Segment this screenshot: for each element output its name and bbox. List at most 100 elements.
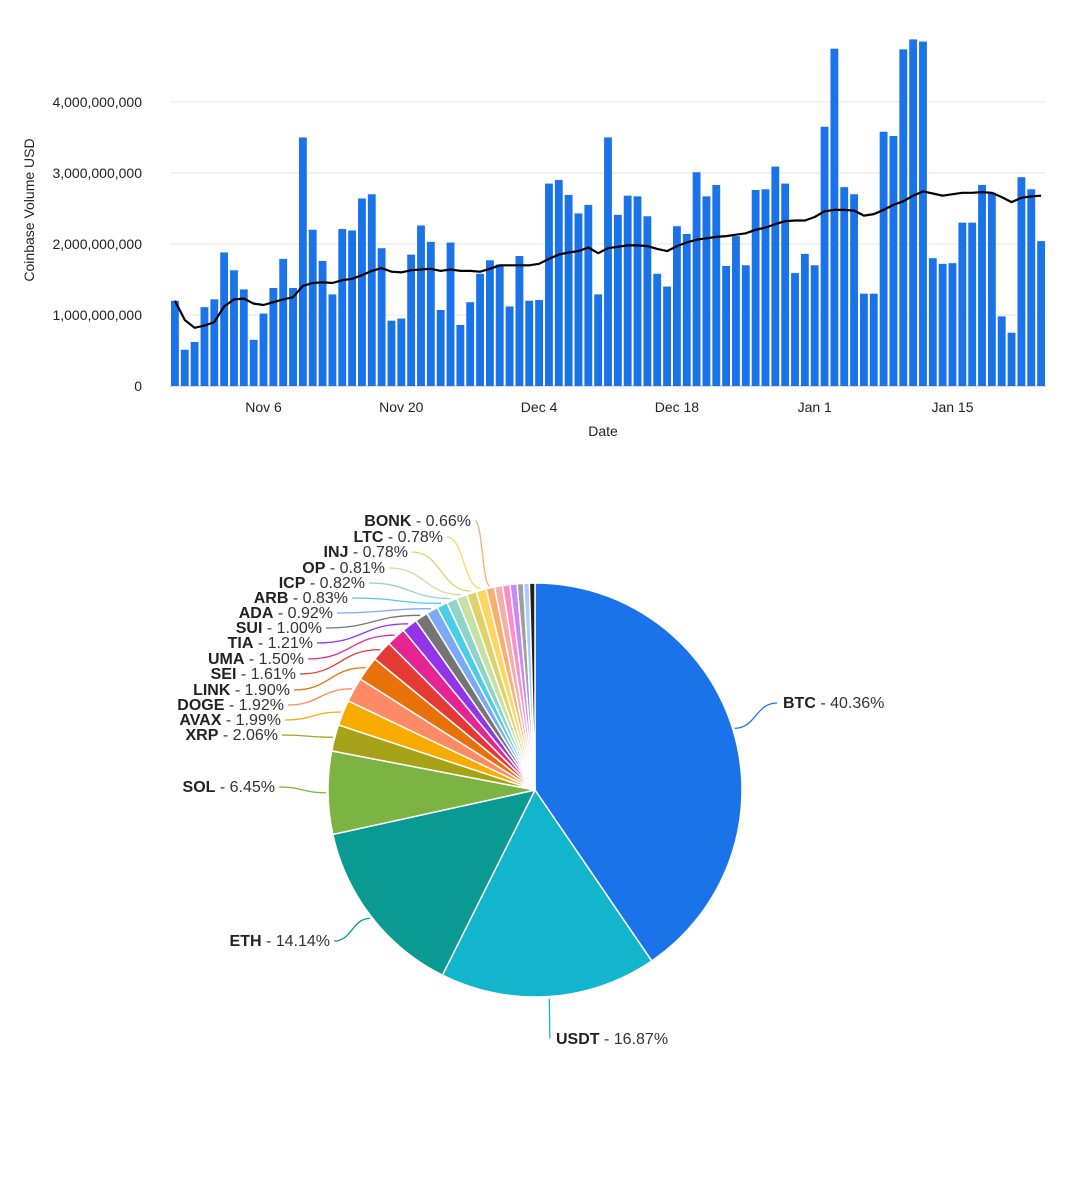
volume-bar	[249, 339, 258, 386]
pie-slice-name: OP	[302, 560, 325, 577]
volume-bar	[318, 261, 327, 386]
pie-leader-line	[287, 688, 353, 706]
pie-slice-name: LINK	[193, 682, 231, 699]
volume-bar	[298, 137, 307, 386]
volume-bar	[800, 253, 809, 386]
pie-slice-label: OP - 0.81%	[302, 560, 385, 577]
volume-bar	[426, 241, 435, 386]
pie-slice-name: SEI	[211, 666, 237, 683]
pie-slice-label: ETH - 14.14%	[230, 933, 330, 950]
volume-bar	[909, 39, 918, 386]
pie-slice-label: SEI - 1.61%	[211, 666, 296, 683]
volume-bar	[220, 252, 229, 386]
volume-bar	[899, 49, 908, 386]
volume-bar	[545, 183, 553, 386]
bar-chart-x-ticks: Nov 6 Nov 20 Dec 4 Dec 18 Jan 1 Jan 15	[245, 399, 974, 415]
volume-bar	[348, 230, 357, 386]
pie-slice-value: 14.14%	[276, 933, 330, 950]
volume-bar	[535, 300, 544, 386]
pie-label-separator: -	[816, 695, 830, 712]
pie-leader-line	[284, 711, 342, 721]
x-axis-title: Date	[588, 423, 618, 439]
volume-bar	[820, 126, 829, 386]
volume-bar	[633, 196, 642, 386]
pie-leader-lines	[278, 520, 778, 1040]
pie-slice-value: 0.83%	[303, 590, 348, 607]
volume-bar	[456, 324, 465, 386]
volume-bar	[958, 222, 967, 386]
pie-label-separator: -	[411, 513, 425, 530]
pie-slice-value: 1.92%	[239, 697, 284, 714]
pie-leader-line	[299, 648, 381, 675]
volume-bar	[987, 192, 996, 386]
pie-label-separator: -	[244, 651, 258, 668]
volume-bar	[722, 265, 731, 386]
pie-slice-label: AVAX - 1.99%	[179, 712, 281, 729]
volume-bar	[210, 299, 219, 386]
volume-bar	[702, 196, 711, 386]
pie-slice-name: BONK	[364, 513, 412, 530]
bar-chart-bars	[171, 39, 1045, 386]
pie-slice-name: ADA	[239, 605, 274, 622]
volume-bar	[476, 273, 484, 386]
pie-slice-name: DOGE	[177, 697, 224, 714]
pie-slices	[327, 582, 743, 998]
pie-slice-value: 1.90%	[245, 682, 290, 699]
pie-slice-name: UMA	[208, 651, 245, 668]
x-tick-label: Jan 15	[931, 399, 973, 415]
pie-label-separator: -	[224, 697, 238, 714]
volume-bar	[367, 194, 376, 386]
pie-slice-label: INJ - 0.78%	[324, 544, 409, 561]
bar-chart-trend-line	[173, 190, 1042, 329]
pie-label-separator: -	[273, 605, 287, 622]
volume-bar	[1007, 332, 1016, 386]
volume-bar	[732, 236, 740, 386]
volume-bar	[485, 260, 494, 386]
volume-bar	[623, 195, 632, 386]
volume-bar	[554, 180, 563, 386]
pie-label-separator: -	[221, 712, 235, 729]
volume-bar	[682, 234, 691, 386]
volume-bar	[1017, 177, 1026, 386]
pie-slice-value: 0.81%	[340, 560, 385, 577]
pie-slice-name: TIA	[228, 635, 254, 652]
volume-bar	[505, 306, 514, 386]
pie-label-separator: -	[383, 529, 397, 546]
volume-bar	[279, 258, 288, 386]
pie-slice-name: LTC	[353, 529, 383, 546]
pie-slice-value: 1.00%	[277, 620, 322, 637]
pie-slice-label: LTC - 0.78%	[353, 529, 443, 546]
volume-bar	[1027, 189, 1036, 386]
pie-slice-label: BONK - 0.66%	[364, 513, 471, 530]
volume-bar	[672, 226, 681, 386]
volume-bar	[564, 194, 573, 386]
volume-bar	[889, 136, 898, 386]
volume-bar	[308, 229, 317, 386]
x-tick-label: Nov 20	[379, 399, 424, 415]
volume-bar	[830, 48, 839, 386]
pie-slice-label: XRP - 2.06%	[186, 727, 279, 744]
pie-slice-value: 0.78%	[398, 529, 443, 546]
volume-bar	[338, 229, 347, 386]
pie-slice-name: ETH	[230, 933, 262, 950]
pie-slice	[441, 788, 653, 998]
pie-slice-name: SUI	[236, 620, 263, 637]
volume-bar	[1037, 241, 1045, 386]
pie-leader-line	[411, 551, 471, 592]
volume-bar	[436, 310, 445, 386]
volume-bar	[692, 172, 701, 386]
volume-bar	[663, 286, 671, 386]
pie-slice-value: 1.99%	[236, 712, 281, 729]
volume-bar	[653, 273, 662, 386]
volume-bar	[879, 131, 888, 386]
pie-slice	[528, 582, 536, 791]
pie-slice-value: 40.36%	[830, 695, 884, 712]
asset-share-pie-chart: BTC - 40.36% USDT - 16.87% ETH - 14.14% SOL…	[177, 513, 884, 1048]
pie-slice-label: SUI - 1.00%	[236, 620, 322, 637]
pie-slice-value: 0.78%	[363, 544, 408, 561]
volume-bar	[741, 265, 750, 386]
volume-bar	[495, 264, 504, 386]
x-tick-label: Dec 18	[655, 399, 700, 415]
pie-slice-value: 1.50%	[259, 651, 304, 668]
moving-average-line	[173, 190, 1042, 329]
